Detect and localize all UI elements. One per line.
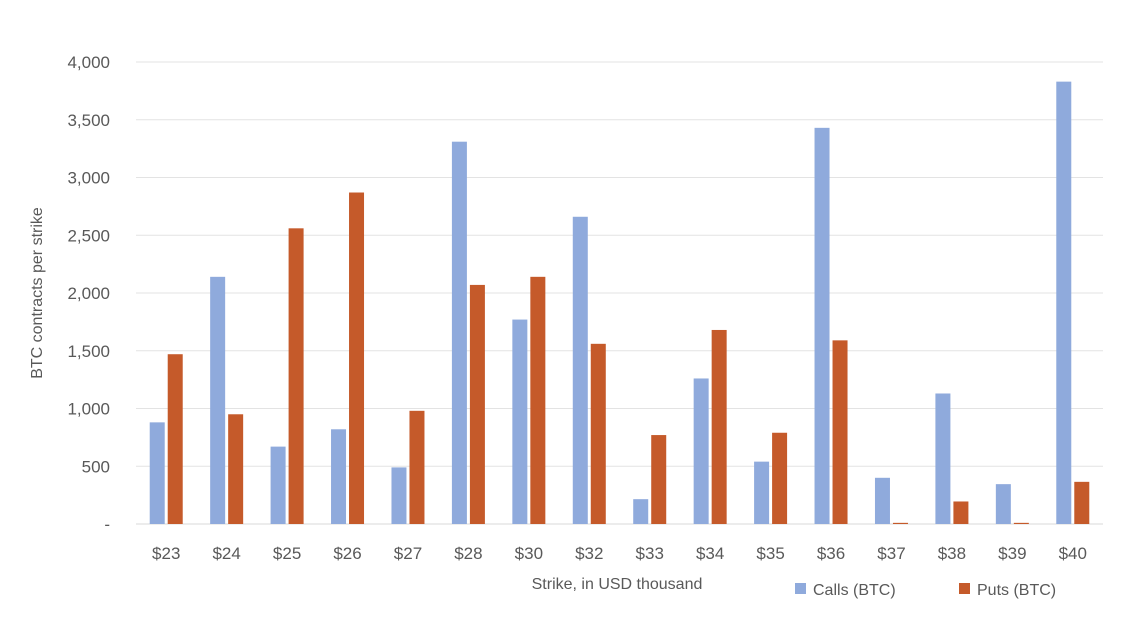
y-tick-label: 1,000: [67, 400, 110, 419]
x-tick-label: $39: [998, 544, 1026, 563]
bar-puts: [651, 435, 667, 524]
bar-calls: [1056, 81, 1072, 524]
x-tick-label: $30: [515, 544, 543, 563]
x-tick-label: $38: [938, 544, 966, 563]
x-tick-label: $24: [212, 544, 240, 563]
bar-calls: [633, 499, 649, 524]
x-axis-ticks: $23 $24 $25 $26 $27 $28 $30 $32 $33 $34 $35 $36 $37 $…: [152, 544, 1087, 563]
bar-calls: [391, 467, 407, 524]
bar-calls: [149, 422, 165, 524]
bar-calls: [572, 216, 588, 524]
bar-calls: [754, 461, 770, 524]
x-tick-label: $35: [756, 544, 784, 563]
bar-calls: [451, 141, 467, 524]
y-tick-label: 1,500: [67, 342, 110, 361]
y-tick-label: 2,500: [67, 226, 110, 245]
bar-puts: [288, 228, 304, 524]
bar-puts: [772, 432, 788, 524]
x-tick-label: $32: [575, 544, 603, 563]
bar-calls: [331, 429, 347, 524]
x-tick-label: $26: [333, 544, 361, 563]
bar-puts: [469, 284, 485, 524]
y-tick-label: 2,000: [67, 284, 110, 303]
y-axis-title: BTC contracts per strike: [29, 207, 46, 379]
legend-swatch-calls: [795, 583, 806, 594]
y-tick-label: 3,500: [67, 111, 110, 130]
bar-calls: [210, 276, 226, 524]
bar-puts: [167, 354, 183, 524]
legend-swatch-puts: [959, 583, 970, 594]
x-axis-title: Strike, in USD thousand: [532, 576, 703, 593]
bar-puts: [349, 192, 365, 524]
bar-puts: [590, 343, 606, 524]
bar-calls: [270, 446, 286, 524]
y-axis-ticks: - 500 1,000 1,500 2,000 2,500 3,000 3,500 4,000: [67, 53, 110, 534]
x-tick-label: $37: [877, 544, 905, 563]
bar-puts: [530, 276, 546, 524]
x-tick-label: $33: [636, 544, 664, 563]
y-tick-label: 3,000: [67, 169, 110, 188]
y-tick-label: 4,000: [67, 53, 110, 72]
bar-puts: [832, 340, 848, 524]
bar-puts: [228, 414, 244, 524]
bars: [149, 81, 1090, 525]
x-tick-label: $34: [696, 544, 724, 563]
x-tick-label: $40: [1059, 544, 1087, 563]
bar-calls: [995, 484, 1011, 524]
bar-puts: [711, 329, 727, 524]
x-tick-label: $25: [273, 544, 301, 563]
x-tick-label: $36: [817, 544, 845, 563]
legend: Calls (BTC) Puts (BTC): [795, 582, 1056, 599]
legend-label-puts: Puts (BTC): [977, 582, 1056, 599]
bar-puts: [1074, 481, 1090, 524]
bar-puts: [1013, 522, 1029, 524]
y-tick-label: -: [104, 515, 110, 534]
bar-calls: [935, 393, 951, 524]
bar-puts: [953, 501, 969, 524]
bar-calls: [512, 319, 528, 524]
x-tick-label: $28: [454, 544, 482, 563]
legend-label-calls: Calls (BTC): [813, 582, 896, 599]
bar-puts: [892, 522, 908, 524]
bar-puts: [409, 410, 425, 524]
y-tick-label: 500: [82, 457, 110, 476]
x-tick-label: $27: [394, 544, 422, 563]
bar-calls: [874, 477, 890, 524]
bar-calls: [693, 378, 709, 524]
bar-calls: [814, 127, 830, 525]
x-tick-label: $23: [152, 544, 180, 563]
